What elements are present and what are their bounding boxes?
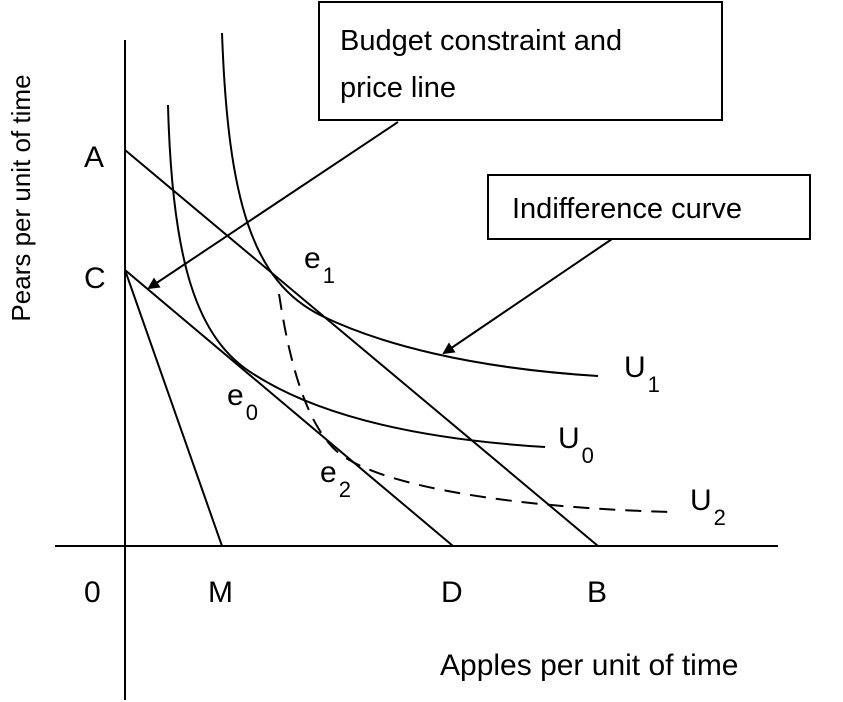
label-origin: 0 (84, 576, 101, 609)
indifference-curve-u2 (278, 293, 673, 513)
label-a: A (84, 141, 104, 174)
indifference-curve-u1 (221, 32, 599, 377)
budget-line-ab (124, 149, 599, 547)
label-m: M (208, 576, 233, 609)
label-u1: U1 (624, 351, 660, 397)
label-u0: U0 (558, 422, 594, 468)
budget-callout-line2: price line (340, 72, 456, 104)
label-b: B (587, 576, 607, 609)
indifference-callout-box (487, 174, 811, 240)
label-e1: e1 (304, 242, 335, 288)
budget-line-cm (124, 269, 223, 547)
label-u2: U2 (690, 484, 726, 530)
label-c: C (84, 262, 106, 295)
indifference-callout-text: Indifference curve (512, 193, 742, 225)
label-e2: e2 (320, 456, 351, 502)
label-e0: e0 (227, 379, 258, 425)
budget-callout-arrow (147, 121, 399, 290)
indifference-curve-u0 (167, 104, 546, 448)
budget-callout-box (318, 1, 723, 121)
indifference-callout-arrow (442, 238, 613, 355)
budget-line-cd (124, 269, 454, 547)
budget-callout-line1: Budget constraint and (340, 25, 622, 57)
y-axis-title: Pears per unit of time (6, 74, 36, 321)
x-axis-title: Apples per unit of time (440, 649, 739, 682)
label-d: D (441, 576, 463, 609)
